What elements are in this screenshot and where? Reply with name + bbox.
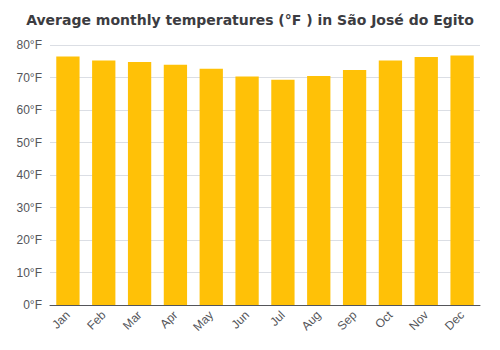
svg-text:Oct: Oct <box>372 308 396 332</box>
svg-text:Apr: Apr <box>157 308 180 331</box>
svg-text:Nov: Nov <box>406 308 431 333</box>
svg-text:Sep: Sep <box>335 308 360 333</box>
svg-text:60°F: 60°F <box>17 103 42 117</box>
svg-text:0°F: 0°F <box>23 298 42 312</box>
svg-text:10°F: 10°F <box>17 266 42 280</box>
svg-text:May: May <box>190 308 216 334</box>
svg-text:30°F: 30°F <box>17 201 42 215</box>
svg-text:Average monthly temperatures (: Average monthly temperatures (°F ) in Sã… <box>26 12 474 28</box>
svg-text:80°F: 80°F <box>17 38 42 52</box>
svg-text:Aug: Aug <box>299 308 324 333</box>
svg-text:40°F: 40°F <box>17 168 42 182</box>
svg-text:20°F: 20°F <box>17 233 42 247</box>
svg-text:Dec: Dec <box>442 308 467 333</box>
svg-text:50°F: 50°F <box>17 136 42 150</box>
svg-text:Feb: Feb <box>84 308 109 333</box>
svg-text:Jun: Jun <box>228 308 252 332</box>
svg-text:Mar: Mar <box>120 308 145 332</box>
svg-text:Jul: Jul <box>267 308 288 329</box>
svg-text:70°F: 70°F <box>17 71 42 85</box>
svg-text:Jan: Jan <box>49 308 73 332</box>
